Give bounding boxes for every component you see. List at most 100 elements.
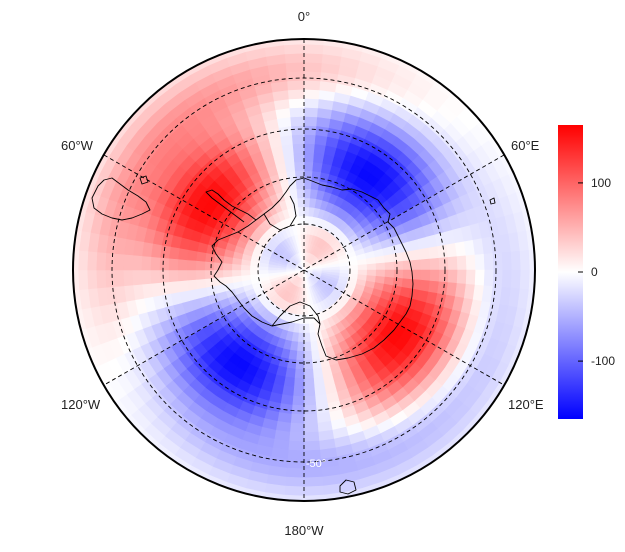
field-cell xyxy=(293,152,305,163)
field-cell xyxy=(122,269,134,287)
field-cell xyxy=(410,249,422,261)
field-cell xyxy=(177,269,188,282)
field-cell xyxy=(95,251,107,271)
field-cell xyxy=(113,269,125,287)
field-cell xyxy=(149,269,161,284)
field-cell xyxy=(510,269,522,290)
field-cell xyxy=(222,269,233,278)
field-cell xyxy=(420,269,431,282)
kerguelen-fragment xyxy=(489,197,496,205)
field-cell xyxy=(429,257,440,271)
antarctica-outline xyxy=(211,177,414,361)
field-cell xyxy=(483,253,495,271)
field-cell xyxy=(303,188,312,199)
field-cell xyxy=(231,269,242,277)
field-cell xyxy=(186,269,197,281)
field-cell xyxy=(222,262,233,271)
field-cell xyxy=(303,52,324,64)
field-cell xyxy=(231,275,243,283)
field-cell xyxy=(465,254,477,271)
field-cell xyxy=(303,152,315,163)
field-cell xyxy=(140,269,152,285)
lon-label-120e: 120°E xyxy=(508,397,544,412)
ross-ice-shelf xyxy=(271,301,321,327)
field-cell xyxy=(357,264,368,271)
field-cell xyxy=(303,134,317,145)
field-cell xyxy=(292,386,305,397)
lon-label-60e: 60°E xyxy=(511,138,540,153)
field-cell xyxy=(303,161,314,172)
antarctica-coastline xyxy=(91,175,496,495)
colorbar: 100 0 -100 xyxy=(558,125,615,419)
field-cell xyxy=(401,250,413,262)
field-cell xyxy=(339,265,350,271)
field-cell xyxy=(303,341,312,352)
field-cell xyxy=(312,367,324,379)
field-cell xyxy=(283,485,305,497)
field-cell xyxy=(291,197,299,209)
field-cell xyxy=(159,269,170,283)
lat-ring-label: -50° xyxy=(306,458,326,470)
field-cell xyxy=(501,269,513,289)
field-cell xyxy=(284,52,305,64)
lat-circle-60 xyxy=(162,128,446,412)
field-cell xyxy=(291,125,305,136)
field-cell xyxy=(375,262,386,271)
field-cell xyxy=(77,249,89,271)
map-boundary xyxy=(72,38,536,502)
field-cell xyxy=(393,269,404,280)
field-cell xyxy=(285,467,305,479)
field-cell xyxy=(140,255,152,271)
field-cell xyxy=(186,259,197,271)
field-cell xyxy=(303,305,309,316)
field-cell xyxy=(374,255,386,265)
field-cell xyxy=(287,440,305,452)
field-cell xyxy=(291,134,305,145)
field-cell xyxy=(384,269,395,279)
field-cell xyxy=(186,249,198,261)
lon-label-0: 0° xyxy=(298,9,310,24)
field-cell xyxy=(283,376,295,388)
field-cell xyxy=(95,269,107,289)
field-cell xyxy=(291,404,305,415)
field-cell xyxy=(510,250,522,271)
field-cell xyxy=(77,269,89,291)
field-cell xyxy=(456,255,468,271)
field-cell xyxy=(288,97,305,109)
field-cell xyxy=(298,215,305,226)
field-cell xyxy=(294,359,305,370)
falklands xyxy=(139,175,149,185)
field-cell xyxy=(177,258,188,271)
field-cell xyxy=(283,43,305,55)
field-cell xyxy=(295,350,305,361)
field-cell xyxy=(303,97,320,109)
field-cell xyxy=(303,332,311,343)
field-cell xyxy=(287,79,305,91)
field-cell xyxy=(303,350,313,361)
field-cell xyxy=(195,278,207,290)
field-cell xyxy=(303,179,313,190)
field-cell xyxy=(365,257,377,265)
field-cell xyxy=(293,377,305,388)
field-cell xyxy=(159,257,170,271)
field-cell xyxy=(303,377,315,388)
field-cell xyxy=(474,269,486,287)
field-cell xyxy=(287,449,305,461)
field-cell xyxy=(204,260,215,271)
field-cell xyxy=(456,269,468,285)
field-cell xyxy=(284,476,305,488)
field-cell xyxy=(492,252,504,271)
field-cell xyxy=(131,269,143,286)
field-cell xyxy=(298,206,305,217)
field-cell xyxy=(222,275,234,285)
field-cell xyxy=(375,269,386,278)
field-cell xyxy=(303,422,319,434)
field-cell xyxy=(438,269,449,283)
field-cell xyxy=(519,269,531,291)
field-cell xyxy=(283,152,295,164)
colorbar-tick-label: 0 xyxy=(591,265,598,279)
lat-circle-70 xyxy=(210,176,398,364)
field-cell xyxy=(86,250,98,271)
field-cell xyxy=(168,257,179,271)
field-cell xyxy=(303,476,324,488)
